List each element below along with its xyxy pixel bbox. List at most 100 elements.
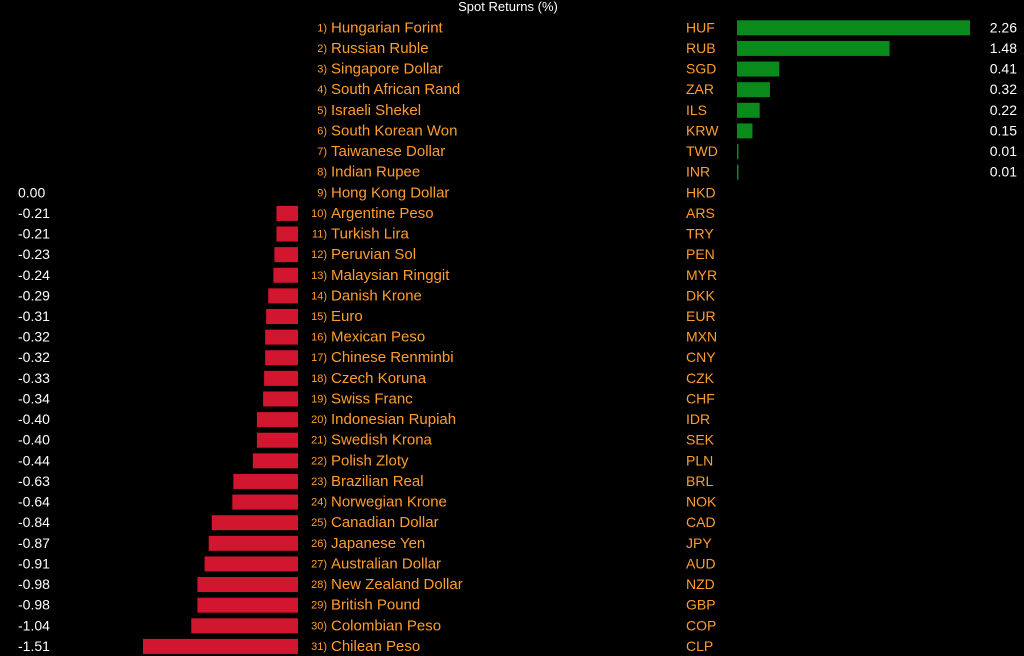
negative-bar <box>233 473 298 489</box>
currency-code: CZK <box>686 370 715 386</box>
positive-bar <box>737 144 739 160</box>
currency-code: NOK <box>686 494 717 510</box>
currency-code: CNY <box>686 349 716 365</box>
rank-label: 3) <box>317 64 327 76</box>
rank-label: 4) <box>317 84 327 96</box>
rank-label: 29) <box>311 600 327 612</box>
chart-row: 27) Australian Dollar AUD -0.91 <box>18 555 716 572</box>
negative-bar <box>232 494 298 510</box>
chart-row: 5) Israeli Shekel ILS 0.22 <box>317 102 1017 119</box>
currency-code: JPY <box>686 535 712 551</box>
currency-code: PLN <box>686 452 713 468</box>
rank-label: 7) <box>317 146 327 158</box>
rank-label: 19) <box>311 393 327 405</box>
value-label: 0.32 <box>990 81 1017 97</box>
rank-label: 18) <box>311 373 327 385</box>
negative-bar <box>204 556 298 572</box>
currency-name: Swiss Franc <box>331 390 413 407</box>
value-label: -0.24 <box>18 267 50 283</box>
value-label: 0.15 <box>990 122 1017 138</box>
currency-name: Norwegian Krone <box>331 494 447 511</box>
currency-name: Australian Dollar <box>331 555 441 572</box>
value-label: -0.21 <box>18 226 50 242</box>
rank-label: 11) <box>312 229 327 241</box>
chart-row: 4) South African Rand ZAR 0.32 <box>317 81 1017 98</box>
value-label: -0.23 <box>18 246 50 262</box>
currency-name: Euro <box>331 308 363 325</box>
value-label: -0.33 <box>18 370 50 386</box>
rank-label: 15) <box>311 311 327 323</box>
currency-code: ARS <box>686 205 715 221</box>
chart-row: 24) Norwegian Krone NOK -0.64 <box>18 494 717 511</box>
negative-bar <box>263 391 298 407</box>
rank-label: 20) <box>311 414 327 426</box>
currency-name: Israeli Shekel <box>331 102 421 119</box>
currency-name: Malaysian Ringgit <box>331 267 450 284</box>
rank-label: 16) <box>311 332 327 344</box>
rank-label: 9) <box>317 187 327 199</box>
currency-code: IDR <box>686 411 710 427</box>
positive-bar <box>737 123 753 139</box>
value-label: -0.40 <box>18 411 50 427</box>
value-label: -0.31 <box>18 308 50 324</box>
currency-code: NZD <box>686 576 715 592</box>
currency-code: HUF <box>686 19 715 35</box>
rank-label: 27) <box>311 558 327 570</box>
rank-label: 25) <box>311 517 327 529</box>
chart-row: 2) Russian Ruble RUB 1.48 <box>317 40 1017 57</box>
negative-bar <box>273 267 298 283</box>
currency-code: TWD <box>686 143 718 159</box>
currency-code: COP <box>686 617 716 633</box>
value-label: -0.64 <box>18 494 50 510</box>
rank-label: 10) <box>311 208 327 220</box>
value-label: -0.40 <box>18 432 50 448</box>
currency-name: Peruvian Sol <box>331 246 416 263</box>
rank-label: 13) <box>311 270 327 282</box>
currency-code: HKD <box>686 184 716 200</box>
negative-bar <box>191 618 298 634</box>
value-label: -0.34 <box>18 390 50 406</box>
chart-row: 23) Brazilian Real BRL -0.63 <box>18 473 713 490</box>
rank-label: 14) <box>311 290 327 302</box>
rank-label: 26) <box>311 538 327 550</box>
value-label: 0.01 <box>990 164 1017 180</box>
value-label: -0.32 <box>18 329 50 345</box>
negative-bar <box>266 308 298 324</box>
chart-row: 25) Canadian Dollar CAD -0.84 <box>18 514 716 531</box>
negative-bar <box>143 638 298 654</box>
chart-row: 1) Hungarian Forint HUF 2.26 <box>317 19 1017 36</box>
negative-bar <box>265 329 298 345</box>
value-label: -1.51 <box>18 638 50 654</box>
chart-row: 22) Polish Zloty PLN -0.44 <box>18 452 713 469</box>
chart-row: 28) New Zealand Dollar NZD -0.98 <box>18 576 715 593</box>
currency-name: Swedish Krona <box>331 432 433 449</box>
chart-row: 20) Indonesian Rupiah IDR -0.40 <box>18 411 710 428</box>
negative-bar <box>264 370 298 386</box>
chart-row: 17) Chinese Renminbi CNY -0.32 <box>18 349 716 366</box>
currency-name: Argentine Peso <box>331 205 434 222</box>
currency-name: Singapore Dollar <box>331 61 443 78</box>
negative-bar <box>211 515 298 531</box>
rank-label: 31) <box>311 641 327 653</box>
negative-bar <box>268 288 298 304</box>
chart-row: 3) Singapore Dollar SGD 0.41 <box>317 61 1017 78</box>
currency-code: CLP <box>686 638 713 654</box>
value-label: -0.32 <box>18 349 50 365</box>
rank-label: 6) <box>317 125 327 137</box>
chart-row: 30) Colombian Peso COP -1.04 <box>18 617 716 634</box>
rank-label: 21) <box>311 435 327 447</box>
currency-code: AUD <box>686 555 716 571</box>
currency-name: Polish Zloty <box>331 452 409 469</box>
currency-name: Taiwanese Dollar <box>331 143 445 160</box>
currency-name: Hungarian Forint <box>331 19 444 36</box>
rank-label: 24) <box>311 497 327 509</box>
chart-row: 18) Czech Koruna CZK -0.33 <box>18 370 715 387</box>
negative-bar <box>276 226 298 242</box>
positive-bar <box>737 40 890 56</box>
currency-name: Canadian Dollar <box>331 514 439 531</box>
currency-code: ZAR <box>686 81 714 97</box>
rank-label: 1) <box>317 22 327 34</box>
chart-row: 29) British Pound GBP -0.98 <box>18 597 716 614</box>
chart-row: 13) Malaysian Ringgit MYR -0.24 <box>18 267 717 284</box>
currency-code: SGD <box>686 61 716 77</box>
